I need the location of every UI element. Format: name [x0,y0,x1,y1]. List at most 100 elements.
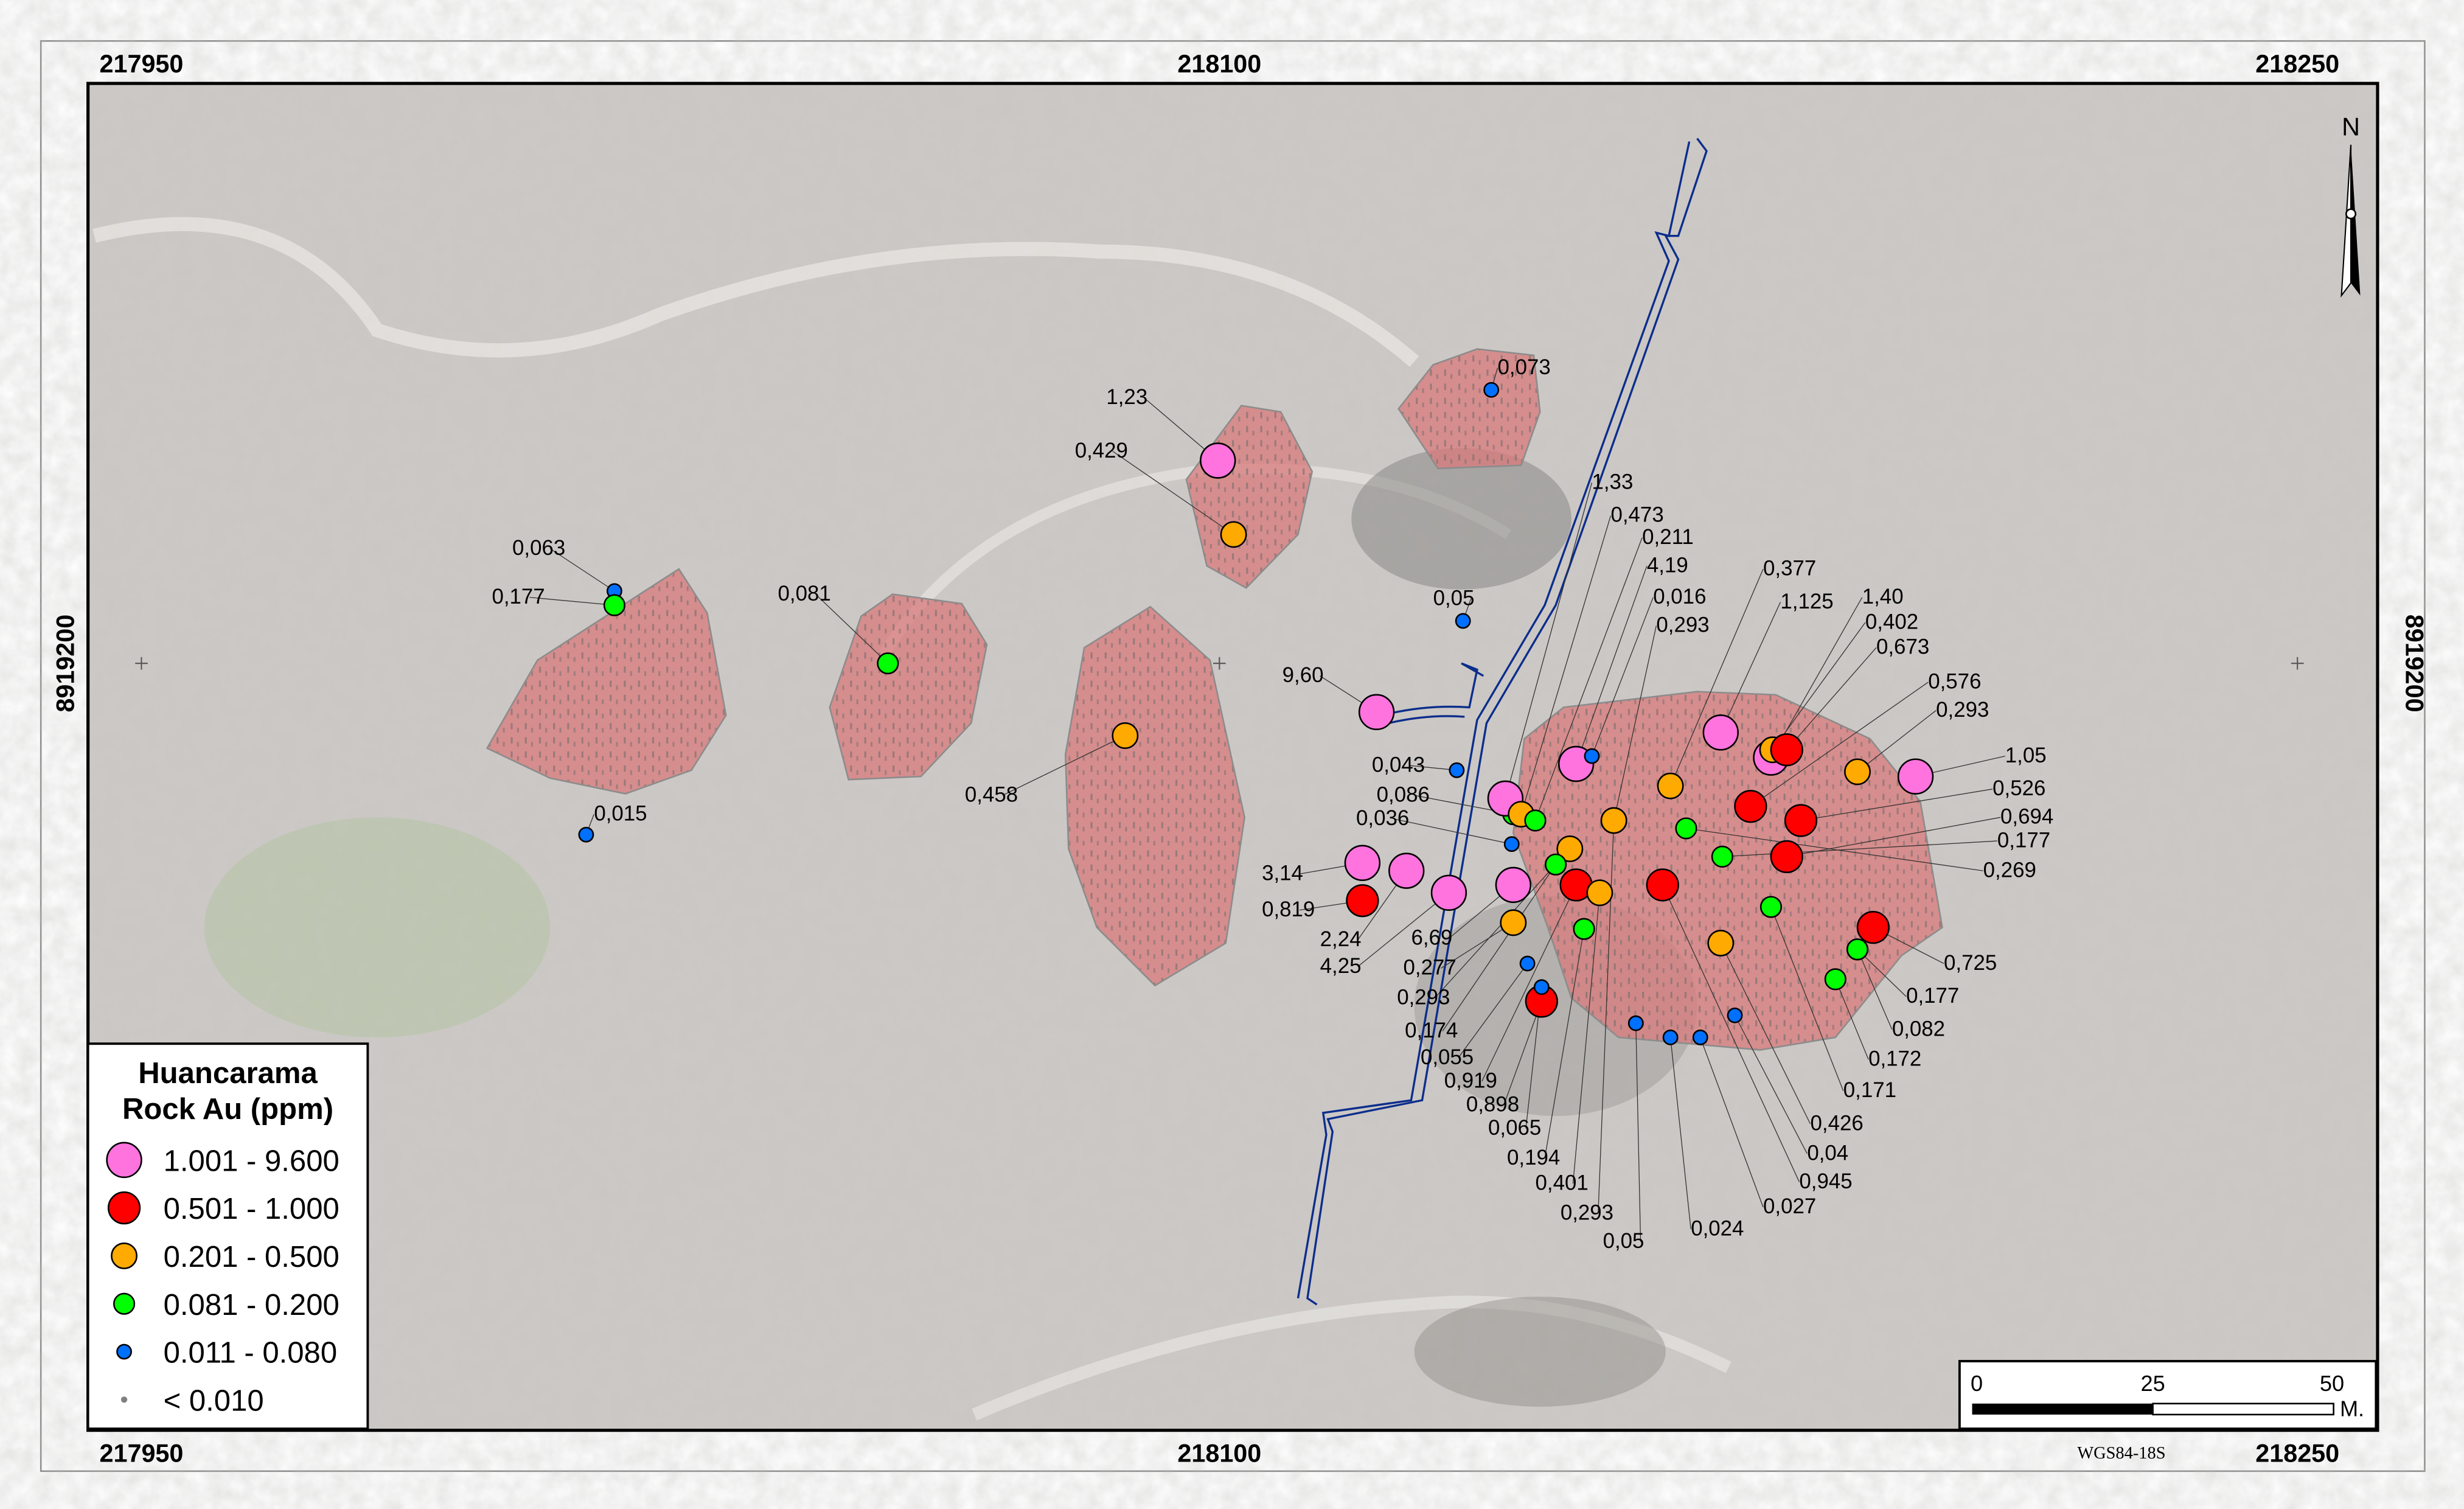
zone-polygon [1397,348,1541,470]
aerial-imagery [88,83,2378,1431]
legend-title-line1: Huancarama [138,1057,318,1090]
sample-leader-line [549,548,615,591]
sample-point[interactable] [1770,733,1803,767]
sample-value-label: 0,293 [1656,613,1709,637]
zone-polygon [485,568,727,795]
legend-symbol [113,1292,136,1315]
sample-value-label: 0,063 [512,536,565,560]
grid-labels: 217950 218100 218250 217950 218100 21825… [51,50,2428,1467]
sample-leader-line [1772,622,1866,750]
sample-point[interactable] [578,826,594,843]
sample-leader-line [1458,963,1528,1058]
sample-value-label: 1,23 [1106,385,1147,409]
sample-leader-line [1112,450,1234,535]
sample-point[interactable] [1584,748,1600,764]
sample-point[interactable] [1388,852,1425,889]
northing-label-left: 8919200 [51,615,79,713]
sample-value-label: 0,945 [1799,1169,1852,1193]
sample-point[interactable] [1358,694,1395,730]
sample-point[interactable] [1657,772,1684,800]
sample-value-label: 0,919 [1444,1069,1497,1093]
sample-leader-line [1591,597,1654,756]
sample-leader-line [1722,840,1997,857]
sample-value-label: 0,081 [778,582,831,605]
easting-label-bottom-left: 217950 [100,1439,184,1467]
legend-symbol [111,1242,138,1269]
sample-value-label: 0,694 [2000,805,2053,829]
sample-point[interactable] [1519,955,1536,972]
sample-point[interactable] [1844,758,1871,786]
sample-point[interactable] [877,652,899,675]
sample-value-label: 0,401 [1536,1171,1589,1194]
sample-point[interactable] [1544,853,1567,876]
sample-point[interactable] [1784,804,1818,837]
sample-point[interactable] [1727,1007,1743,1023]
datum-label: WGS84-18S [2077,1444,2165,1463]
zone-polygon [829,593,988,781]
sample-leader-line [1857,949,1893,1030]
sample-value-label: 0,171 [1843,1078,1896,1102]
sample-point[interactable] [1702,714,1739,751]
sample-point[interactable] [603,594,625,616]
sample-point[interactable] [1692,1030,1708,1045]
sample-value-label: 1,05 [2005,744,2047,767]
north-arrow: N [2340,113,2361,298]
legend-item-label: 0.081 - 0.200 [164,1289,339,1322]
sample-point[interactable] [1200,442,1236,479]
zone-polygon [1512,691,1943,1051]
sample-point[interactable] [1495,866,1532,904]
sample-point[interactable] [1533,979,1550,995]
sample-point[interactable] [1824,968,1846,991]
sample-point[interactable] [1707,929,1735,957]
sample-point[interactable] [1770,840,1803,874]
sample-point[interactable] [1759,896,1783,918]
sample-point[interactable] [1483,382,1500,398]
sample-point[interactable] [1524,809,1547,832]
sample-value-label: 0,073 [1498,355,1551,379]
sample-point[interactable] [1897,758,1934,795]
sample-point[interactable] [1112,722,1139,749]
sample-leader-line [1670,568,1764,786]
sample-value-label: 4,25 [1320,954,1362,978]
sample-point[interactable] [1556,835,1584,862]
scale-tick-0: 0 [1971,1371,1983,1396]
sample-leader-line [1002,735,1126,796]
sample-point[interactable] [1627,1015,1644,1031]
sample-leader-line [1635,1023,1641,1242]
sample-value-label: 0,458 [965,782,1018,806]
sample-point[interactable] [1503,836,1520,852]
sample-point[interactable] [1646,868,1679,902]
sample-point[interactable] [1455,613,1471,629]
sample-value-label: 0,576 [1928,670,1981,694]
legend-symbol [116,1343,132,1360]
sample-value-label: 0,898 [1466,1092,1519,1116]
sample-point[interactable] [1346,884,1379,918]
sample-leader-line [1613,626,1657,821]
sample-point[interactable] [1711,845,1733,868]
sample-leader-line [1503,1001,1542,1106]
sample-point[interactable] [1344,845,1381,881]
sample-point[interactable] [1734,790,1767,823]
sample-point[interactable] [1662,1030,1679,1045]
legend-item-label: 1.001 - 9.600 [164,1145,339,1177]
sample-point[interactable] [1573,918,1595,940]
legend-symbol [107,1191,141,1225]
sample-point[interactable] [1856,910,1890,944]
sample-value-label: 0,377 [1763,557,1816,580]
sample-value-label: 0,05 [1603,1229,1644,1253]
sample-point[interactable] [1675,817,1697,840]
sample-leader-line [1700,1037,1764,1208]
sample-value-label: 0,194 [1507,1146,1560,1169]
sample-point[interactable] [1430,874,1467,911]
sample-point[interactable] [1600,807,1627,834]
sample-value-label: 0,819 [1262,897,1315,921]
scale-tick-50: 50 [2320,1371,2344,1396]
sample-point[interactable] [1449,762,1465,778]
sample-point[interactable] [1586,879,1613,907]
sample-point[interactable] [1846,938,1869,961]
sample-value-label: 0,082 [1892,1017,1945,1040]
sample-point[interactable] [1500,909,1527,936]
easting-label-top-left: 217950 [100,50,184,78]
sample-point[interactable] [1220,521,1247,548]
